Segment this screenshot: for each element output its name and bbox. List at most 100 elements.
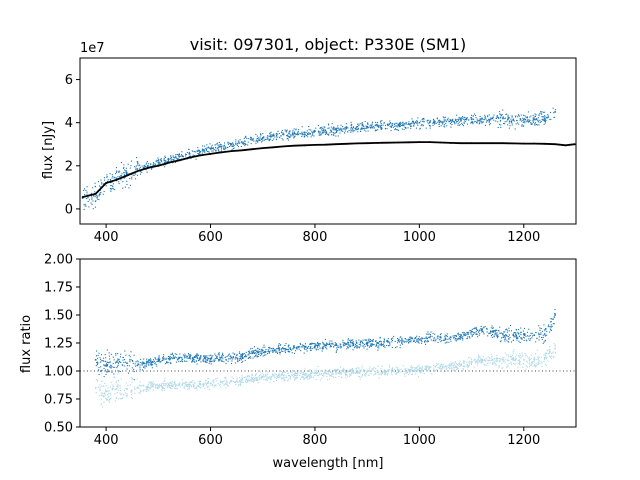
ratio-series-1-point <box>389 341 391 343</box>
ratio-series-2-point <box>445 365 447 367</box>
flux-series-1-point <box>99 189 101 191</box>
ratio-series-1-point <box>369 340 371 342</box>
ratio-series-1-point <box>520 332 522 334</box>
ratio-series-1-point <box>406 339 408 341</box>
ratio-series-2-point <box>151 384 153 386</box>
ratio-series-1-point <box>531 337 533 339</box>
ratio-series-2-point <box>544 353 546 355</box>
ratio-series-1-point <box>249 352 251 354</box>
flux-series-1-point <box>531 122 533 124</box>
flux-series-2-point <box>293 144 295 147</box>
flux-series-1-point <box>411 125 413 127</box>
ratio-series-2-point <box>280 378 282 380</box>
ratio-series-1-point <box>481 327 483 329</box>
ratio-y-tick-label: 1.50 <box>44 309 73 324</box>
ratio-series-1-point <box>439 334 441 336</box>
flux-series-1-point <box>378 124 380 126</box>
ratio-series-1-point <box>431 335 433 337</box>
flux-series-1-point <box>403 123 405 125</box>
flux-series-1-point <box>411 118 413 120</box>
flux-series-1-point <box>386 128 388 130</box>
flux-series-1-point <box>106 180 108 182</box>
flux-series-1-point <box>386 123 388 125</box>
ratio-series-2-point <box>306 373 308 375</box>
ratio-series-1-point <box>432 332 434 334</box>
flux-series-1-point <box>103 191 105 193</box>
flux-series-1-point <box>188 151 190 153</box>
ratio-series-2-point <box>424 365 426 367</box>
ratio-series-2-point <box>404 369 406 371</box>
ratio-series-2-point <box>319 379 321 381</box>
ratio-series-2-point <box>114 393 116 395</box>
flux-series-1-point <box>492 116 494 118</box>
ratio-series-1-point <box>163 359 165 361</box>
ratio-series-2-point <box>99 384 101 386</box>
ratio-series-2-point <box>306 375 308 377</box>
ratio-series-2-point <box>468 360 470 362</box>
ratio-series-1-point <box>133 368 135 370</box>
ratio-series-1-point <box>408 342 410 344</box>
flux-series-1-point <box>289 130 291 132</box>
flux-series-1-point <box>336 131 338 133</box>
ratio-series-2-point <box>359 370 361 372</box>
flux-series-1-point <box>232 143 234 145</box>
flux-series-1-point <box>313 131 315 133</box>
ratio-series-1-point <box>348 345 350 347</box>
ratio-series-2-point <box>370 371 372 373</box>
ratio-series-2-point <box>351 371 353 373</box>
flux-series-1-point <box>118 181 120 183</box>
ratio-series-1-point <box>371 343 373 345</box>
flux-series-1-point <box>430 120 432 122</box>
ratio-series-2-point <box>257 382 259 384</box>
ratio-series-2-point <box>239 379 241 381</box>
ratio-series-1-point <box>309 347 311 349</box>
flux-series-1-point <box>216 143 218 145</box>
ratio-series-2-point <box>415 373 417 375</box>
ratio-series-1-point <box>293 346 295 349</box>
ratio-series-2-point <box>122 397 124 399</box>
ratio-series-2-point <box>242 378 244 380</box>
ratio-series-2-point <box>538 361 540 363</box>
ratio-series-1-point <box>210 354 212 356</box>
flux-series-1-point <box>255 133 257 135</box>
ratio-series-2-point <box>282 377 284 379</box>
flux-series-1-point <box>457 122 459 124</box>
ratio-series-1-point <box>462 332 464 334</box>
ratio-series-2-point <box>186 385 188 387</box>
ratio-series-1-point <box>352 343 354 345</box>
flux-series-1-point <box>204 148 206 150</box>
ratio-series-1-point <box>204 357 206 359</box>
ratio-series-1-point <box>520 327 522 329</box>
ratio-series-2-point <box>512 354 514 356</box>
ratio-marks: 400 600 800 1000 12000.500.751.001.251.501.7… <box>44 253 576 448</box>
flux-series-1-point <box>529 116 531 118</box>
ratio-series-2-point <box>156 387 158 389</box>
ratio-series-2-point <box>360 370 362 372</box>
flux-series-1-point <box>428 123 430 125</box>
ratio-series-1-point <box>348 341 350 343</box>
ratio-series-1-point <box>513 335 515 337</box>
ratio-series-2-point <box>300 378 302 380</box>
ratio-series-1-point <box>140 358 142 360</box>
flux-series-1-point <box>235 143 237 145</box>
ratio-series-2-point <box>299 375 301 377</box>
ratio-series-1-point <box>146 361 148 363</box>
flux-series-1-point <box>333 127 335 129</box>
ratio-series-2-point <box>546 349 548 351</box>
flux-series-1-point <box>470 114 472 116</box>
flux-series-1-point <box>287 139 289 141</box>
flux-series-1-point <box>197 152 199 154</box>
ratio-series-2-point <box>441 366 443 368</box>
ratio-series-1-point <box>425 337 427 339</box>
flux-series-1-point <box>518 114 520 116</box>
ratio-series-2-point <box>222 382 224 384</box>
flux-series-1-point <box>311 134 313 136</box>
ratio-series-1-point <box>355 345 357 347</box>
flux-series-1-point <box>518 115 520 117</box>
ratio-series-2-point <box>528 359 530 361</box>
flux-series-1-point <box>303 131 306 134</box>
flux-series-2-point <box>554 143 557 146</box>
flux-series-1-point <box>434 123 436 125</box>
ratio-series-2-point <box>528 358 530 360</box>
